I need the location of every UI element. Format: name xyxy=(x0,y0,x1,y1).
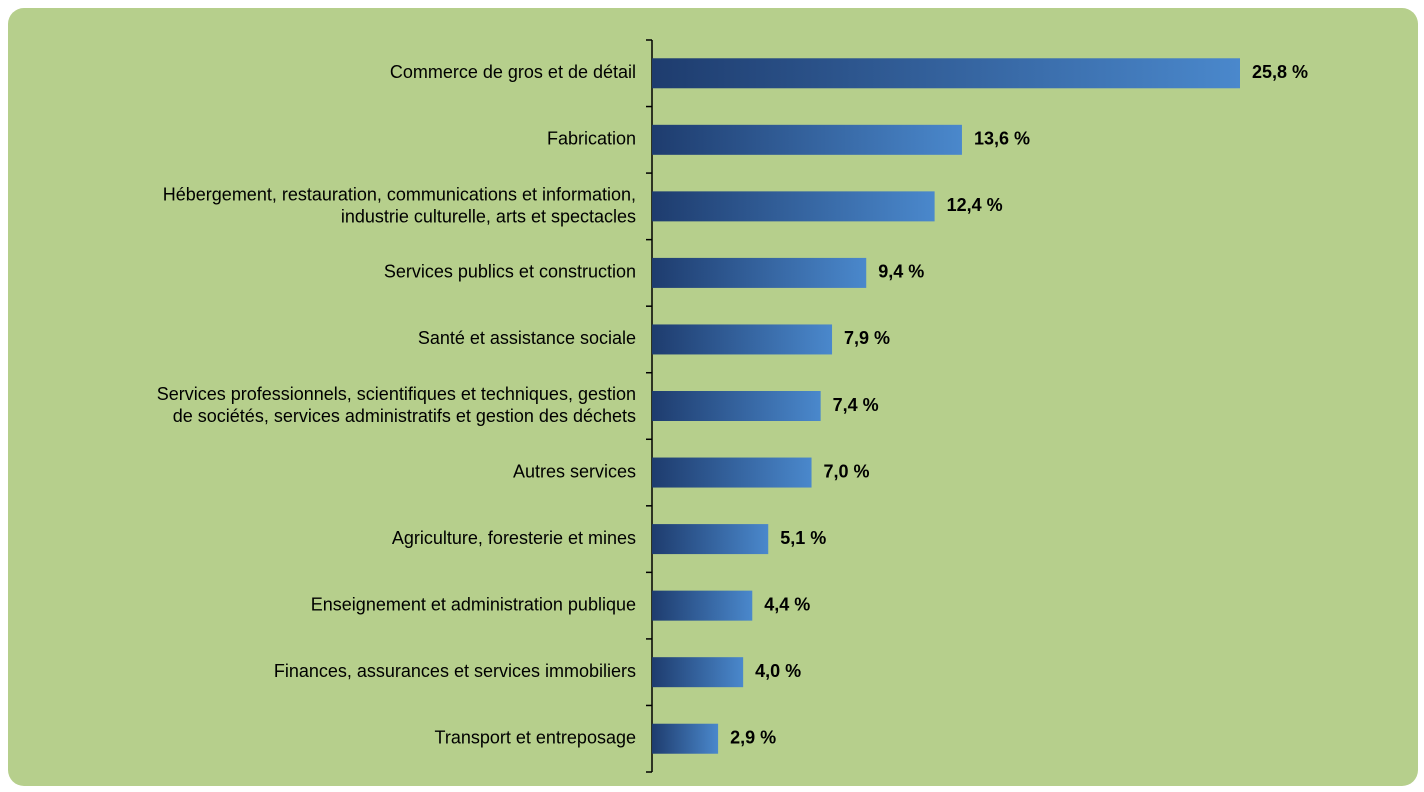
category-label: Finances, assurances et services immobil… xyxy=(274,661,636,681)
value-label: 2,9 % xyxy=(730,727,776,747)
bar xyxy=(652,257,867,288)
bar xyxy=(652,590,753,621)
category-label: Agriculture, foresterie et mines xyxy=(392,528,636,548)
value-label: 9,4 % xyxy=(878,262,924,282)
bar xyxy=(652,191,935,222)
bar xyxy=(652,524,769,555)
category-label: Hébergement, restauration, communication… xyxy=(163,184,636,226)
category-label: Services publics et construction xyxy=(384,262,636,282)
bar xyxy=(652,324,833,355)
value-label: 7,9 % xyxy=(844,328,890,348)
value-label: 7,4 % xyxy=(833,395,879,415)
category-label: Autres services xyxy=(513,461,636,481)
bar xyxy=(652,124,962,155)
value-label: 5,1 % xyxy=(780,528,826,548)
value-label: 4,4 % xyxy=(764,594,810,614)
bar xyxy=(652,457,812,488)
category-label: Santé et assistance sociale xyxy=(418,328,636,348)
category-label: Enseignement et administration publique xyxy=(311,594,636,614)
value-label: 7,0 % xyxy=(824,461,870,481)
value-label: 25,8 % xyxy=(1252,62,1308,82)
value-label: 12,4 % xyxy=(947,195,1003,215)
category-label: Services professionnels, scientifiques e… xyxy=(157,384,636,426)
bar xyxy=(652,723,719,754)
category-label: Transport et entreposage xyxy=(435,727,636,747)
bar xyxy=(652,58,1240,89)
category-label: Fabrication xyxy=(547,129,636,149)
value-label: 13,6 % xyxy=(974,129,1030,149)
bar xyxy=(652,657,744,688)
category-label: Commerce de gros et de détail xyxy=(390,62,636,82)
value-label: 4,0 % xyxy=(755,661,801,681)
bar xyxy=(652,391,821,421)
